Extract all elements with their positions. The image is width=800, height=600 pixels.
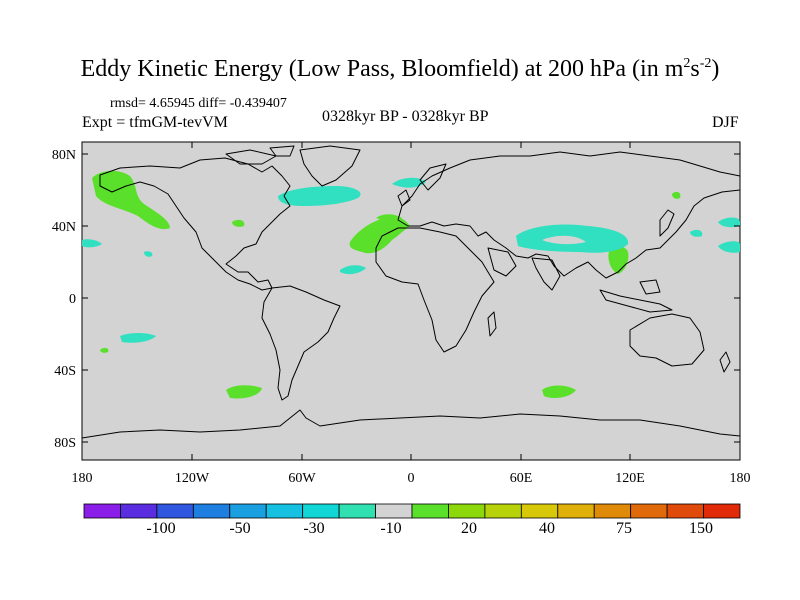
stats-line: rmsd= 4.65945 diff= -0.439407 bbox=[110, 96, 287, 111]
lon-label-180w: 180 bbox=[72, 471, 93, 486]
coastline-north-america bbox=[99, 157, 291, 291]
colorbar-label-neg10: -10 bbox=[380, 520, 401, 537]
colorbar-label-neg100: -100 bbox=[146, 520, 175, 537]
lon-label-180e: 180 bbox=[730, 471, 751, 486]
season-label: DJF bbox=[712, 114, 739, 131]
colorbar-swatch bbox=[229, 503, 267, 519]
colorbar-swatch bbox=[192, 503, 231, 519]
coastline-madagascar bbox=[487, 311, 497, 337]
colorbar-swatch bbox=[520, 503, 559, 519]
coastline-british-isles bbox=[397, 189, 411, 207]
coastline-new-zealand bbox=[719, 351, 731, 373]
colorbar-label-40: 40 bbox=[539, 520, 555, 537]
experiment-label: Expt = tfmGM-tevVM bbox=[82, 114, 228, 131]
colorbar-swatch bbox=[448, 503, 486, 519]
lon-label-0: 0 bbox=[408, 471, 415, 486]
colorbar-swatch bbox=[557, 503, 595, 519]
lat-label-80n: 80N bbox=[52, 148, 76, 163]
lat-label-40s: 40S bbox=[54, 364, 76, 379]
colorbar-label-75: 75 bbox=[616, 520, 632, 537]
coastline-eurasia bbox=[397, 151, 741, 279]
colorbar-swatch bbox=[411, 503, 449, 519]
colorbar-swatch bbox=[666, 503, 704, 519]
colorbar-swatch bbox=[593, 503, 632, 519]
coastline-scandinavia bbox=[419, 163, 447, 191]
coastline-maritime-continent bbox=[599, 279, 673, 313]
coastline-arctic-islands bbox=[225, 145, 295, 165]
lon-label-60e: 60E bbox=[510, 471, 533, 486]
colorbar-swatch bbox=[265, 503, 304, 519]
colorbar-swatch bbox=[156, 503, 194, 519]
positive-anomaly-patches bbox=[92, 170, 681, 399]
map-panel bbox=[81, 141, 741, 461]
colorbar-swatch bbox=[375, 503, 413, 519]
lon-label-120w: 120W bbox=[175, 471, 210, 486]
colorbar-swatch bbox=[703, 503, 741, 519]
colorbar-swatch bbox=[484, 503, 522, 519]
coastline-antarctica bbox=[81, 409, 741, 439]
colorbar-swatch bbox=[83, 503, 121, 519]
colorbar-swatch bbox=[630, 503, 668, 519]
latitude-axis bbox=[82, 153, 740, 443]
coastline-japan bbox=[659, 209, 675, 237]
colorbar-label-neg30: -30 bbox=[303, 520, 324, 537]
lon-label-60w: 60W bbox=[288, 471, 316, 486]
coastline-south-america bbox=[261, 285, 341, 401]
colorbar-label-20: 20 bbox=[461, 520, 477, 537]
coastlines bbox=[81, 145, 741, 439]
coastline-africa bbox=[375, 227, 495, 353]
lat-label-40n: 40N bbox=[52, 220, 76, 235]
coastline-greenland bbox=[299, 145, 361, 187]
longitude-axis bbox=[81, 142, 741, 460]
colorbar-label-150: 150 bbox=[689, 520, 713, 537]
coastline-arabia-india bbox=[487, 247, 561, 291]
lat-label-0: 0 bbox=[69, 292, 76, 307]
lon-label-120e: 120E bbox=[615, 471, 645, 486]
coastline-australia bbox=[629, 313, 705, 367]
colorbar-swatch bbox=[338, 503, 376, 519]
period-label: 0328kyr BP - 0328kyr BP bbox=[322, 108, 489, 125]
negative-anomaly-patches bbox=[82, 177, 740, 343]
map-title: Eddy Kinetic Energy (Low Pass, Bloomfiel… bbox=[80, 56, 720, 82]
colorbar bbox=[83, 503, 741, 519]
colorbar-label-neg50: -50 bbox=[229, 520, 250, 537]
lat-label-80s: 80S bbox=[54, 436, 76, 451]
colorbar-swatch bbox=[302, 503, 340, 519]
colorbar-swatch bbox=[120, 503, 158, 519]
